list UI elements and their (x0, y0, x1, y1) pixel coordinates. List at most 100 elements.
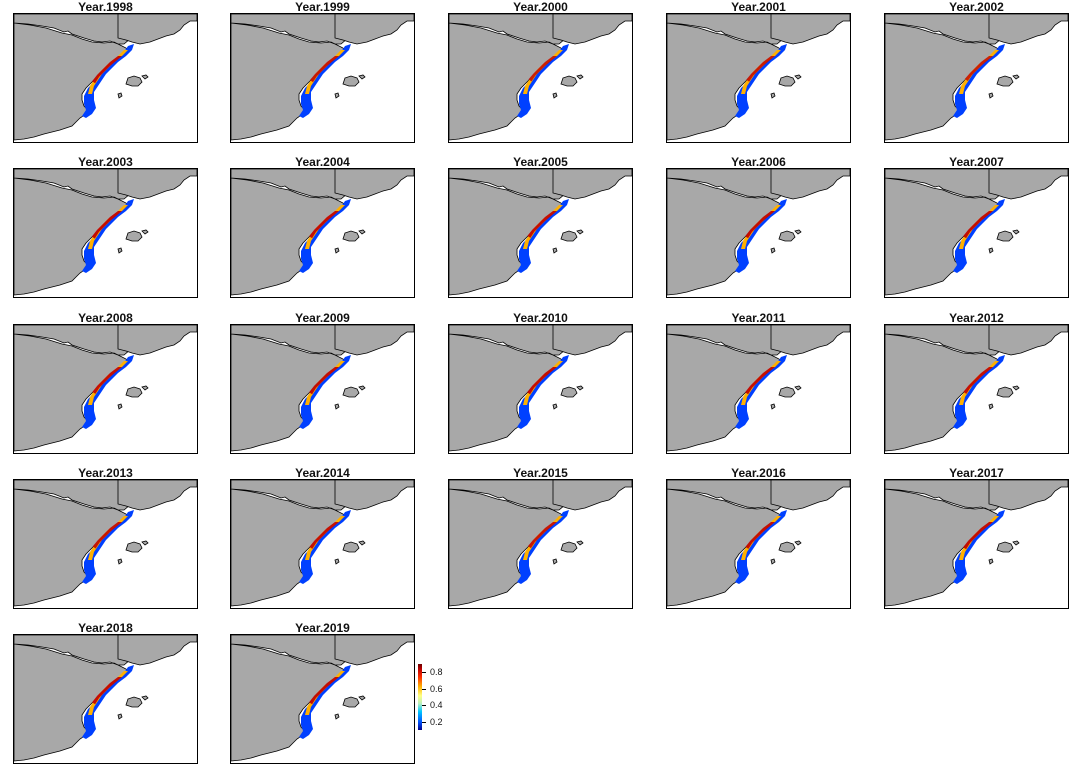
island (552, 558, 558, 565)
map-panel: Year.1999 (230, 0, 415, 145)
island (560, 386, 578, 398)
distribution-mid (88, 361, 128, 405)
island (334, 92, 340, 99)
map-frame (230, 13, 415, 143)
island (125, 75, 143, 87)
island (794, 540, 802, 546)
panel-title: Year.2007 (949, 155, 1004, 169)
map-svg (14, 325, 197, 452)
island (988, 247, 994, 254)
distribution-high (745, 522, 775, 549)
land-area-north (117, 14, 197, 45)
island (770, 92, 776, 99)
distribution-mid (959, 205, 999, 249)
island (125, 230, 143, 242)
panel-title: Year.2004 (295, 155, 350, 169)
island (778, 75, 796, 87)
distribution-high (746, 56, 775, 82)
distribution-low (735, 510, 787, 584)
map-panel: Year.2012 (884, 311, 1069, 456)
island (342, 696, 360, 708)
land-area-north (770, 14, 850, 45)
map-frame (13, 479, 198, 609)
island (794, 229, 802, 235)
map-frame (13, 324, 198, 454)
map-frame (448, 168, 633, 298)
island (141, 74, 149, 80)
distribution-mid (305, 50, 345, 94)
distribution-high (92, 367, 122, 394)
distribution-low (299, 510, 351, 584)
land-area-north (117, 480, 197, 511)
map-svg (231, 480, 414, 607)
map-frame (448, 324, 633, 454)
map-panel: Year.2002 (884, 0, 1069, 145)
distribution-mid (959, 361, 999, 405)
map-svg (885, 325, 1068, 452)
panel-title: Year.2017 (949, 466, 1004, 480)
land-area-north (552, 325, 632, 356)
distribution-low (953, 44, 1005, 118)
map-frame (666, 13, 851, 143)
island (552, 92, 558, 99)
distribution-low (299, 199, 351, 273)
map-frame (666, 324, 851, 454)
legend-tick (422, 721, 426, 723)
map-panel: Year.2009 (230, 311, 415, 456)
distribution-low (953, 355, 1005, 429)
distribution-high (309, 367, 339, 395)
land-area-north (770, 169, 850, 200)
island (770, 403, 776, 410)
island (988, 92, 994, 99)
distribution-mid (959, 50, 999, 94)
island (117, 558, 123, 565)
distribution-low (517, 355, 569, 429)
distribution-low (82, 355, 134, 429)
map-frame (448, 13, 633, 143)
distribution-low (953, 510, 1005, 584)
panel-title: Year.2012 (949, 311, 1004, 325)
map-svg (885, 169, 1068, 296)
legend-tick (422, 705, 426, 707)
map-frame (448, 479, 633, 609)
map-panel: Year.2004 (230, 155, 415, 300)
map-svg (14, 169, 197, 296)
land-area-north (770, 325, 850, 356)
map-panel: Year.2016 (666, 466, 851, 611)
map-panel: Year.2015 (448, 466, 633, 611)
island (988, 558, 994, 565)
island (1012, 74, 1020, 80)
distribution-low (82, 44, 134, 118)
land-area-north (334, 325, 414, 356)
map-svg (231, 14, 414, 141)
island (576, 385, 584, 391)
land-area-north (770, 480, 850, 511)
map-panel: Year.2014 (230, 466, 415, 611)
land-area-north (117, 169, 197, 200)
island (1012, 540, 1020, 546)
map-panel: Year.2018 (13, 621, 198, 766)
map-frame (884, 13, 1069, 143)
distribution-mid (523, 361, 563, 405)
distribution-low (953, 199, 1005, 273)
panel-title: Year.2013 (78, 466, 133, 480)
map-svg (667, 325, 850, 452)
legend-tick (422, 672, 426, 674)
distribution-mid (523, 205, 563, 249)
map-svg (231, 169, 414, 296)
island (770, 247, 776, 254)
distribution-high (963, 211, 993, 239)
map-panel: Year.2007 (884, 155, 1069, 300)
map-frame (884, 168, 1069, 298)
island (576, 229, 584, 235)
map-frame (884, 479, 1069, 609)
island (794, 74, 802, 80)
distribution-mid (959, 516, 999, 560)
island (996, 230, 1014, 242)
land-area-north (334, 480, 414, 511)
island (552, 247, 558, 254)
distribution-high (527, 367, 557, 395)
island (117, 247, 123, 254)
map-panel: Year.2013 (13, 466, 198, 611)
distribution-high (309, 522, 339, 549)
